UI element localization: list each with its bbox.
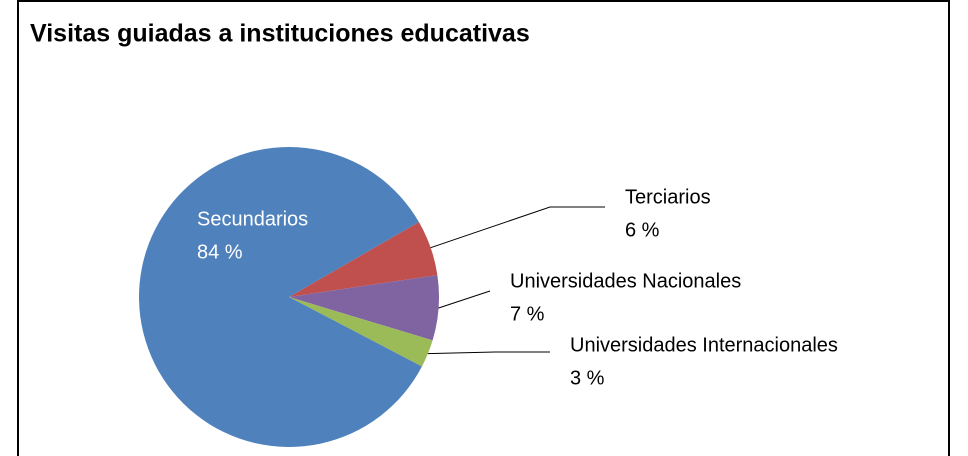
leader-line [427,351,550,355]
slice-value-label: 7 % [510,303,545,325]
slice-value-label: 6 % [625,219,660,241]
pie-slice [289,275,439,341]
slice-value-label: 3 % [570,367,605,389]
leader-line [438,290,491,309]
slice-label: Universidades Internacionales [570,334,838,356]
chart-title: Visitas guiadas a instituciones educativ… [30,20,530,48]
slice-label: Terciarios [625,186,711,208]
pie-slice [289,222,438,297]
leader-line [430,206,605,249]
pie-slice [289,297,433,367]
slice-value-label: 84 % [197,241,243,263]
slice-label: Secundarios [197,208,308,230]
slice-label: Universidades Nacionales [510,270,741,292]
pie-slice [139,146,422,448]
